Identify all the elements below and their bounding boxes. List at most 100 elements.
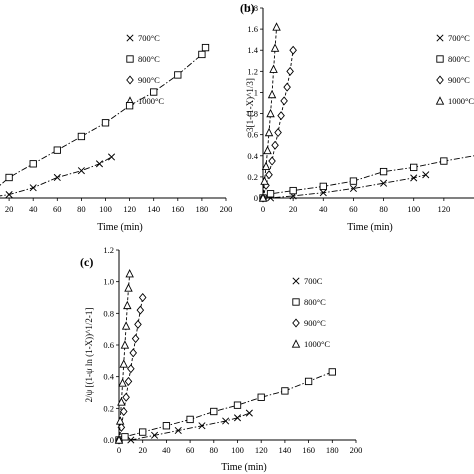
x-tick-label: 20 [5,204,14,214]
data-point [131,334,140,344]
x-tick-label: 20 [138,445,147,455]
x-tick-label: 0 [261,204,265,214]
data-point [127,436,135,444]
panel-b-ylabel: 3[1-(1-X)^1/3] [245,78,255,132]
data-point [114,435,124,444]
data-point [410,163,418,172]
x-tick-label: 200 [220,204,233,214]
legend-marker [292,277,300,285]
data-point [124,283,133,292]
data-point [319,182,327,191]
x-tick-label: 140 [147,204,160,214]
data-point [150,88,158,96]
x-tick-label: 40 [29,204,38,214]
legend-marker [292,318,300,328]
data-point [258,193,268,202]
legend-marker [436,55,444,63]
x-tick-label: 120 [437,204,450,214]
data-point [289,45,297,55]
data-point [268,156,276,166]
legend-label: 1000°C [448,96,474,106]
data-point [281,387,289,395]
y-tick-label: 0.4 [103,372,114,382]
legend-marker [291,339,301,348]
y-tick-label: 0.2 [247,172,258,182]
data-point [349,184,357,193]
data-point [266,190,275,198]
y-tick-label: 0 [254,193,258,203]
data-point [304,377,313,386]
series-3 [259,45,297,203]
x-tick-label: 160 [171,204,184,214]
legend-marker [292,298,300,306]
data-point [410,174,418,182]
data-point [121,321,131,330]
x-tick-label: 20 [289,204,298,214]
legend-label: 800°C [304,297,326,307]
data-point [440,157,448,165]
series-2 [0,43,210,186]
data-point [233,414,242,422]
x-tick-label: 80 [379,204,388,214]
data-point [319,189,327,197]
data-point [122,392,130,402]
y-tick-label: 1.4 [247,45,258,55]
legend-label: 800°C [448,54,470,64]
y-tick-label: 1.2 [103,245,114,255]
data-point [186,415,194,424]
y-tick-label: 0.0 [103,435,114,445]
data-point [265,170,273,180]
data-point [267,89,277,99]
x-tick-label: 100 [231,445,244,455]
data-point [5,191,13,199]
panel-c-chart: (c) Time (min) 2/ψ [(1-ψ ln (1-X))^1/2-1… [80,245,362,473]
data-point [271,140,279,150]
y-tick-label: 1 [254,87,258,97]
x-tick-label: 100 [99,204,112,214]
y-tick-label: 0.8 [103,308,114,318]
x-tick-label: 120 [255,445,268,455]
data-point [272,22,281,31]
data-point [53,146,61,154]
data-point [125,269,134,278]
y-tick-label: 0.4 [247,151,258,161]
y-tick-label: 1.0 [103,277,114,287]
y-tick-label: 0.8 [247,109,258,119]
data-point [174,426,182,435]
data-point [121,433,129,441]
data-point [222,417,230,425]
x-tick-label: 60 [186,445,195,455]
data-point [117,397,126,406]
series-1 [0,153,116,199]
y-tick-label: 1.2 [247,66,258,76]
panel-c-xlabel: Time (min) [221,462,266,473]
series-4 [258,22,281,202]
legend-marker [436,75,444,85]
x-tick-label: 100 [407,204,420,214]
series-line [118,371,333,441]
panel-a-xlabel: Time (min) [97,222,142,233]
data-point [101,119,110,127]
data-point [283,82,291,92]
data-point [136,305,145,315]
legend-label: 800°C [138,54,160,64]
legend-marker [126,75,134,85]
legend-marker [436,34,444,42]
x-tick-label: 120 [123,204,136,214]
series-line [0,156,112,197]
data-point [118,378,127,387]
data-point [138,293,147,302]
data-point [264,127,274,137]
panel-b-xlabel: Time (min) [347,222,392,233]
series-4 [114,269,134,444]
data-point [210,407,218,416]
data-point [29,184,37,192]
data-point [129,348,138,358]
data-point [379,167,388,176]
series-2 [115,368,336,444]
y-tick-label: 0.2 [103,403,114,413]
x-tick-label: 180 [326,445,339,455]
data-point [124,376,133,386]
x-tick-label: 40 [162,445,171,455]
